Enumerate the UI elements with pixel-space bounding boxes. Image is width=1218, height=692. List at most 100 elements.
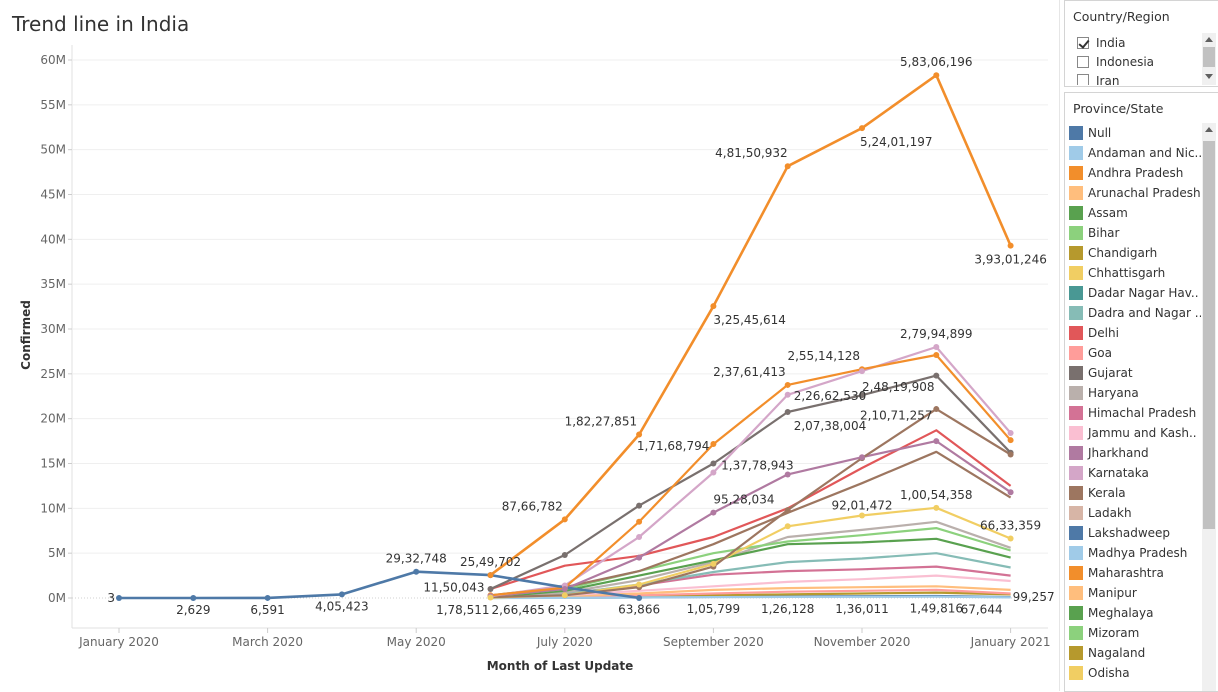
data-point[interactable] [784, 409, 791, 416]
filter-scrollbar[interactable] [1202, 33, 1216, 85]
data-point[interactable] [859, 454, 865, 461]
data-point[interactable] [710, 441, 717, 448]
legend-item[interactable]: Kerala [1069, 483, 1126, 503]
data-point[interactable] [784, 163, 791, 170]
legend-item[interactable]: Jharkhand [1069, 443, 1149, 463]
data-point[interactable] [859, 512, 865, 519]
data-point[interactable] [859, 368, 865, 375]
filter-scrollbar-thumb[interactable] [1203, 47, 1215, 67]
legend-item[interactable]: Ladakh [1069, 503, 1132, 523]
data-point[interactable] [190, 594, 197, 601]
data-point[interactable] [784, 391, 791, 398]
data-point[interactable] [710, 460, 717, 467]
series-line-madhya-pradesh[interactable] [490, 595, 1011, 600]
data-point[interactable] [1007, 430, 1014, 437]
legend-item[interactable]: Andaman and Nic.. [1069, 143, 1201, 163]
legend-item[interactable]: Chandigarh [1069, 243, 1157, 263]
legend-item[interactable]: Goa [1069, 343, 1112, 363]
legend-item[interactable]: Odisha [1069, 663, 1130, 683]
series-line-maharashtra[interactable] [489, 73, 1012, 577]
data-point[interactable] [561, 516, 568, 523]
data-point[interactable] [784, 523, 791, 530]
legend-item[interactable]: Arunachal Pradesh [1069, 183, 1201, 203]
legend-item[interactable]: Jammu and Kash.. [1069, 423, 1197, 443]
data-point[interactable] [561, 551, 568, 558]
filter-item-indonesia[interactable]: Indonesia [1077, 55, 1154, 69]
data-point[interactable] [710, 560, 717, 567]
series-line-bihar[interactable] [490, 526, 1011, 598]
legend-item[interactable]: Nagaland [1069, 643, 1145, 663]
legend-scrollbar-thumb[interactable] [1203, 141, 1215, 529]
data-point[interactable] [264, 594, 271, 601]
legend-item[interactable]: Maharashtra [1069, 563, 1164, 583]
data-point[interactable] [636, 581, 643, 588]
data-point[interactable] [933, 438, 940, 445]
legend-item[interactable]: Haryana [1069, 383, 1139, 403]
series-line-manipur[interactable] [490, 585, 1011, 599]
scroll-down-icon[interactable] [1205, 74, 1213, 79]
data-point[interactable] [487, 586, 494, 593]
legend-item[interactable]: Meghalaya [1069, 603, 1153, 623]
series-line-gujarat[interactable] [490, 374, 1012, 591]
series-line-jharkhand[interactable] [490, 440, 1012, 598]
legend-item[interactable]: Manipur [1069, 583, 1137, 603]
legend-item[interactable]: Himachal Pradesh [1069, 403, 1196, 423]
series-line-kerala[interactable] [490, 408, 1012, 599]
filter-item-india[interactable]: India [1077, 36, 1125, 50]
data-point[interactable] [1007, 242, 1014, 249]
data-point[interactable] [859, 125, 865, 132]
checkbox-checked-icon[interactable] [1077, 37, 1089, 49]
data-point[interactable] [413, 568, 420, 575]
legend-item[interactable]: Lakshadweep [1069, 523, 1170, 543]
legend-item[interactable]: Dadra and Nagar .. [1069, 303, 1201, 323]
legend-item[interactable]: Delhi [1069, 323, 1119, 343]
data-point[interactable] [710, 303, 717, 310]
data-point[interactable] [1007, 451, 1014, 458]
data-point[interactable] [784, 471, 791, 478]
data-point[interactable] [784, 381, 791, 388]
legend-item[interactable]: Madhya Pradesh [1069, 543, 1187, 563]
data-point[interactable] [338, 591, 345, 598]
legend-item[interactable]: Mizoram [1069, 623, 1139, 643]
series-line-andhra-pradesh[interactable] [490, 353, 1012, 597]
data-point[interactable] [933, 372, 940, 379]
line-chart[interactable]: 0M 5M 10M 15M 20M 25M 30M 35M 40M 45M 50M 55M 60M Jan… [0, 0, 1059, 691]
data-point[interactable] [933, 72, 940, 79]
data-point[interactable] [636, 594, 643, 601]
legend-scrollbar[interactable] [1202, 123, 1216, 691]
legend-item[interactable]: Andhra Pradesh [1069, 163, 1183, 183]
series-line-ladakh[interactable] [490, 520, 1011, 599]
series-line-null[interactable] [119, 570, 640, 600]
data-point[interactable] [636, 431, 643, 438]
data-point[interactable] [933, 352, 940, 359]
data-point[interactable] [561, 592, 568, 599]
data-point[interactable] [1007, 535, 1014, 542]
checkbox-icon[interactable] [1077, 74, 1089, 85]
scroll-up-icon[interactable] [1205, 127, 1213, 132]
data-point[interactable] [1007, 437, 1014, 444]
data-point[interactable] [1007, 489, 1014, 496]
data-point[interactable] [487, 572, 494, 579]
data-point[interactable] [784, 507, 791, 514]
checkbox-icon[interactable] [1077, 56, 1089, 68]
filter-item-iran[interactable]: Iran [1077, 74, 1119, 85]
data-point[interactable] [933, 343, 940, 350]
legend-item[interactable]: Chhattisgarh [1069, 263, 1165, 283]
data-point[interactable] [116, 595, 122, 601]
legend-item[interactable]: Assam [1069, 203, 1128, 223]
data-point[interactable] [710, 469, 717, 476]
legend-item[interactable]: Null [1069, 123, 1111, 143]
data-point[interactable] [933, 504, 940, 511]
series-line-delhi[interactable] [490, 429, 1012, 591]
data-point[interactable] [487, 594, 494, 601]
scroll-up-icon[interactable] [1205, 37, 1213, 42]
legend-item[interactable]: Bihar [1069, 223, 1119, 243]
data-point[interactable] [636, 534, 643, 541]
data-point[interactable] [561, 586, 568, 593]
data-point[interactable] [933, 406, 940, 413]
data-point[interactable] [636, 554, 643, 561]
data-point[interactable] [859, 392, 865, 399]
data-point[interactable] [710, 509, 717, 516]
legend-item[interactable]: Dadar Nagar Hav.. [1069, 283, 1199, 303]
data-point[interactable] [636, 518, 643, 525]
